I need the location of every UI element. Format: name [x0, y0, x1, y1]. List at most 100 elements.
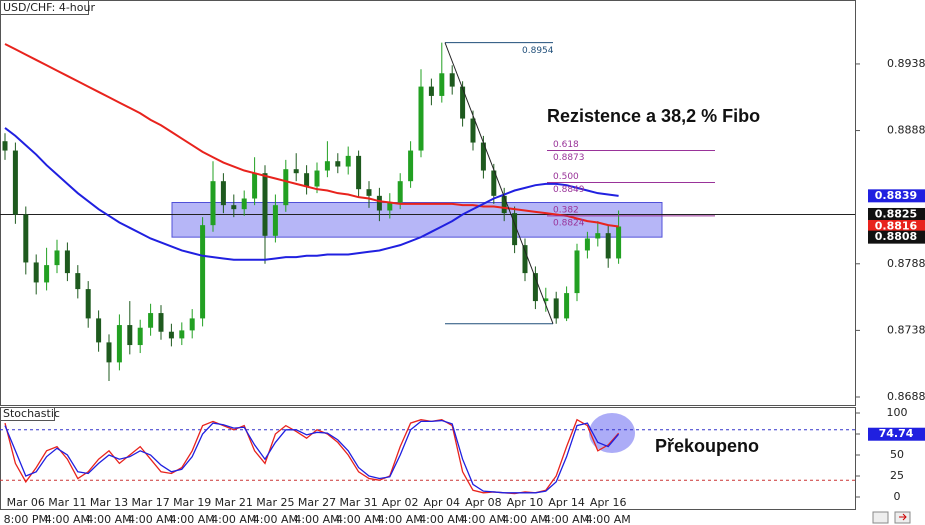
y-tick-label: 0.8738 — [887, 323, 925, 336]
y-tick-label: 0.8688 — [887, 390, 925, 403]
x-time-label: 4:00 AM — [544, 513, 589, 525]
candle-body — [480, 142, 486, 171]
candle-body — [595, 233, 601, 239]
candle-body — [210, 181, 216, 226]
value-box — [868, 230, 925, 244]
candle-body — [33, 262, 39, 283]
candle-body — [189, 318, 195, 331]
candle-body — [376, 195, 382, 211]
candle-body — [616, 226, 622, 259]
candle-body — [605, 233, 611, 259]
x-tick-label: Mar 11 — [48, 496, 86, 509]
moving-average — [4, 43, 619, 228]
x-tick-label: Apr 02 — [382, 496, 419, 509]
x-time-label: 4:00 AM — [211, 513, 256, 525]
arrow-icon — [899, 513, 907, 521]
fib-trend — [444, 42, 554, 324]
candle-body — [116, 325, 122, 363]
x-time-label: 4:00 AM — [170, 513, 215, 525]
x-time-label: 4:00 AM — [45, 513, 90, 525]
x-tick-label: Mar 17 — [131, 496, 169, 509]
candle-body — [293, 169, 299, 174]
candle-body — [148, 313, 154, 328]
x-tick-label: Apr 04 — [424, 496, 461, 509]
y-tick-label: 0 — [894, 490, 901, 503]
candle-body — [324, 161, 330, 171]
candle-body — [512, 213, 518, 246]
x-tick-label: Mar 25 — [256, 496, 294, 509]
candle-body — [23, 214, 29, 263]
candle-body — [64, 250, 70, 274]
fib-price: 0.8824 — [553, 218, 585, 228]
x-tick-label: Apr 14 — [548, 496, 585, 509]
x-time-label: 4:00 AM — [586, 513, 631, 525]
candle-body — [574, 250, 580, 294]
candle-body — [397, 181, 403, 203]
value-box — [868, 219, 925, 233]
y-tick-label: 50 — [890, 448, 904, 461]
candle-body — [12, 150, 18, 215]
x-tick-label: Mar 06 — [7, 496, 45, 509]
scroll-button[interactable] — [872, 511, 889, 524]
candle-body — [564, 293, 570, 319]
fib-ratio: 0.500 — [553, 172, 579, 182]
candle-body — [304, 173, 310, 187]
value-box — [868, 207, 925, 221]
x-tick-label: Mar 27 — [298, 496, 336, 509]
x-tick-label: Apr 16 — [590, 496, 627, 509]
candle-body — [241, 198, 247, 210]
x-tick-label: Apr 10 — [507, 496, 544, 509]
stochastic-line — [4, 419, 620, 494]
x-time-label: 4:00 AM — [294, 513, 339, 525]
candle-body — [543, 298, 549, 302]
x-tick-label: Mar 31 — [339, 496, 377, 509]
x-time-label: 8:00 PM — [4, 513, 48, 525]
chart-title: USD/CHF: 4-hour — [3, 1, 95, 14]
candle-body — [283, 169, 289, 206]
candle-body — [522, 245, 528, 274]
stochastic-panel — [0, 407, 856, 510]
candle-body — [158, 313, 164, 332]
x-tick-label: Mar 13 — [90, 496, 128, 509]
candle-body — [54, 250, 60, 266]
candle-body — [44, 265, 50, 283]
value-box-label: 0.8825 — [875, 207, 917, 220]
fib-ratio: 0.382 — [553, 205, 579, 215]
candle-body — [2, 141, 8, 151]
candle-body — [106, 342, 112, 363]
candle-body — [252, 173, 258, 199]
annotation: Překoupeno — [655, 436, 759, 456]
x-time-label: 4:00 AM — [253, 513, 298, 525]
y-tick-label: 100 — [887, 406, 908, 419]
candle-body — [428, 86, 434, 96]
candle-body — [335, 161, 341, 167]
y-tick-label: 0.8888 — [887, 124, 925, 137]
candle-body — [96, 318, 102, 343]
x-tick-label: Apr 08 — [465, 496, 502, 509]
fib-high-label: 0.8954 — [522, 46, 554, 56]
x-time-label: 4:00 AM — [502, 513, 547, 525]
candle-body — [356, 155, 362, 190]
x-time-label: 4:00 AM — [128, 513, 173, 525]
candle-body — [127, 325, 133, 346]
x-time-label: 4:00 AM — [336, 513, 381, 525]
candle-body — [85, 289, 91, 319]
fib-ratio: 0.618 — [553, 140, 579, 150]
y-tick-label: 25 — [890, 469, 904, 482]
y-tick-label: 0.8938 — [887, 57, 925, 70]
value-box-label: 74.74 — [879, 427, 914, 440]
moving-average — [4, 127, 619, 261]
value-box — [868, 427, 925, 441]
candle-body — [584, 238, 590, 251]
x-time-label: 4:00 AM — [378, 513, 423, 525]
candle-body — [418, 86, 424, 151]
candle-body — [491, 170, 497, 196]
candle-body — [470, 118, 476, 143]
x-tick-label: Mar 21 — [215, 496, 253, 509]
candle-body — [439, 73, 445, 96]
candle-body — [387, 202, 393, 211]
candle-body — [262, 173, 268, 236]
candle-body — [220, 181, 226, 206]
